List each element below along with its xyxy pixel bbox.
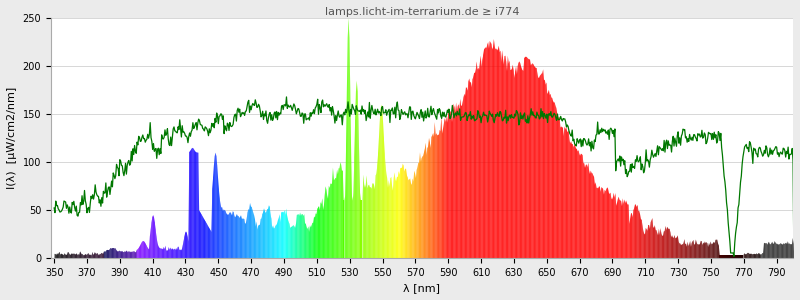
Title: lamps.licht-im-terrarium.de ≥ i774: lamps.licht-im-terrarium.de ≥ i774 (325, 7, 519, 17)
X-axis label: λ [nm]: λ [nm] (403, 283, 441, 293)
Y-axis label: I(λ)  [µW/cm2/nm]: I(λ) [µW/cm2/nm] (7, 87, 17, 189)
